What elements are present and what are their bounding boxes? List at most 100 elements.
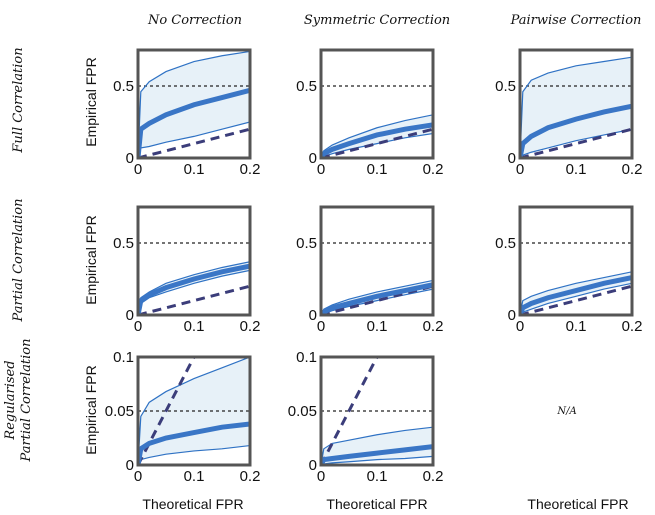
row-title-regularised-line-2: Partial Correlation: [19, 339, 34, 463]
y-tick-label: 0.1: [296, 349, 317, 366]
panel-partial-correlation-no-correction: 0 0.1 0.2 0 0.5: [113, 205, 261, 335]
panel-full-correlation-pairwise-correction-plot-area: [520, 56, 632, 158]
x-tick-label: 0: [317, 161, 325, 178]
x-tick-label: 0: [134, 468, 142, 485]
x-tick-label: 0: [134, 318, 142, 335]
panel-full-correlation-symmetric-correction: 0 0.1 0.2 0 0.5: [296, 48, 444, 178]
band-upper-line: [520, 56, 632, 158]
panel-partial-correlation-symmetric-correction-plot-area: [321, 242, 433, 315]
y-axis-label-row-2: Empirical FPR: [83, 215, 99, 304]
panel-frame: [136, 205, 252, 317]
panel-regularised-partial-correlation-symmetric-correction-plot-area: [321, 357, 433, 465]
band-fill: [138, 261, 250, 315]
y-tick-label: 0.5: [296, 78, 317, 95]
y-tick-label: 0: [126, 457, 134, 474]
y-tick-label: 0.5: [113, 78, 134, 95]
panel-frame: [518, 48, 634, 160]
x-tick-label: 0: [516, 318, 524, 335]
x-tick-label: 0.1: [184, 318, 205, 335]
panel-partial-correlation-symmetric-correction: 0 0.1 0.2 0 0.5: [296, 205, 444, 335]
median-line: [520, 103, 632, 158]
median-line: [138, 421, 250, 465]
y-tick-label: 0.5: [495, 235, 516, 252]
band-upper-line: [138, 357, 250, 465]
band-upper-line: [321, 279, 433, 315]
panel-frame: [136, 355, 252, 467]
x-tick-label: 0.1: [367, 468, 388, 485]
x-tick-label: 0: [317, 318, 325, 335]
panel-partial-correlation-pairwise-correction: 0 0.1 0.2 0 0.5: [495, 205, 643, 335]
na-label: N/A: [556, 406, 576, 417]
x-tick-label: 0.2: [423, 318, 444, 335]
x-tick-label: 0.2: [240, 468, 261, 485]
x-tick-label: 0.1: [367, 318, 388, 335]
panel-full-correlation-no-correction-plot-area: [138, 50, 250, 158]
x-tick-label: 0.2: [423, 161, 444, 178]
panel-regularised-partial-correlation-no-correction-plot-area: [138, 357, 250, 465]
column-title-no-correction: No Correction: [147, 13, 242, 28]
x-axis-label-col-3: Theoretical FPR: [527, 496, 628, 512]
x-tick-label: 0.1: [184, 468, 205, 485]
band-upper-line: [321, 426, 433, 465]
panel-frame: [319, 205, 435, 317]
panel-full-correlation-no-correction: 0 0.1 0.2 0 0.5: [113, 48, 261, 178]
y-tick-label: 0: [126, 307, 134, 324]
panel-regularised-partial-correlation-no-correction: 0 0.1 0.2 0 0.05 0.1: [105, 349, 261, 485]
panel-frame: [518, 205, 634, 317]
median-line: [138, 87, 250, 158]
x-tick-label: 0: [516, 161, 524, 178]
x-tick-label: 0.1: [367, 161, 388, 178]
x-tick-label: 0.2: [240, 161, 261, 178]
y-tick-label: 0.5: [296, 235, 317, 252]
y-tick-label: 0: [309, 150, 317, 167]
y-tick-label: 0.05: [288, 403, 317, 420]
y-axis-label-row-1: Empirical FPR: [83, 57, 99, 146]
band-upper-line: [321, 114, 433, 158]
panels: 0 0.1 0.200.50 0.1 0.200.50 0.1 0.200.50 0.1 0.2…: [105, 48, 643, 485]
band-upper-line: [138, 50, 250, 158]
y-tick-label: 0.1: [113, 349, 134, 366]
median-line: [321, 282, 433, 315]
column-title-symmetric-correction: Symmetric Correction: [304, 13, 450, 28]
x-tick-label: 0.1: [566, 161, 587, 178]
y-tick-label: 0: [508, 150, 516, 167]
panel-full-correlation-symmetric-correction-plot-area: [321, 85, 433, 158]
panel-frame: [136, 48, 252, 160]
x-axis-label-col-2: Theoretical FPR: [326, 496, 427, 512]
median-line: [520, 275, 632, 315]
row-title-full-correlation: Full Correlation: [11, 47, 26, 153]
band-fill: [520, 271, 632, 315]
y-tick-label: 0: [126, 150, 134, 167]
panel-full-correlation-pairwise-correction: 0 0.1 0.2 0 0.5: [495, 48, 643, 178]
row-title-partial-correlation: Partial Correlation: [11, 199, 26, 323]
panel-frame: [319, 48, 435, 160]
band-fill: [520, 57, 632, 158]
x-tick-label: 0.2: [423, 468, 444, 485]
y-tick-label: 0.5: [495, 78, 516, 95]
panel-partial-correlation-pairwise-correction-plot-area: [520, 242, 632, 315]
x-tick-label: 0.1: [566, 318, 587, 335]
x-tick-label: 0.2: [622, 318, 643, 335]
panel-partial-correlation-no-correction-plot-area: [138, 242, 250, 315]
x-tick-label: 0.2: [240, 318, 261, 335]
panel-regularised-partial-correlation-symmetric-correction: 0 0.1 0.2 0 0.05 0.1: [288, 349, 444, 485]
row-title-regularised-line-1: Regularised: [3, 360, 18, 440]
y-axis-label-row-3: Empirical FPR: [83, 365, 99, 454]
median-line: [321, 122, 433, 158]
y-tick-label: 0: [309, 457, 317, 474]
x-tick-label: 0: [317, 468, 325, 485]
x-tick-label: 0.1: [184, 161, 205, 178]
x-tick-label: 0: [134, 161, 142, 178]
median-line: [138, 263, 250, 315]
column-title-pairwise-correction: Pairwise Correction: [510, 13, 642, 28]
panel-frame: [319, 355, 435, 467]
x-tick-label: 0.2: [622, 161, 643, 178]
y-tick-label: 0: [508, 307, 516, 324]
y-tick-label: 0: [309, 307, 317, 324]
y-tick-label: 0.05: [105, 403, 134, 420]
median-line: [321, 444, 433, 465]
x-axis-label-col-1: Theoretical FPR: [142, 496, 243, 512]
band-upper-line: [520, 271, 632, 315]
y-tick-label: 0.5: [113, 235, 134, 252]
